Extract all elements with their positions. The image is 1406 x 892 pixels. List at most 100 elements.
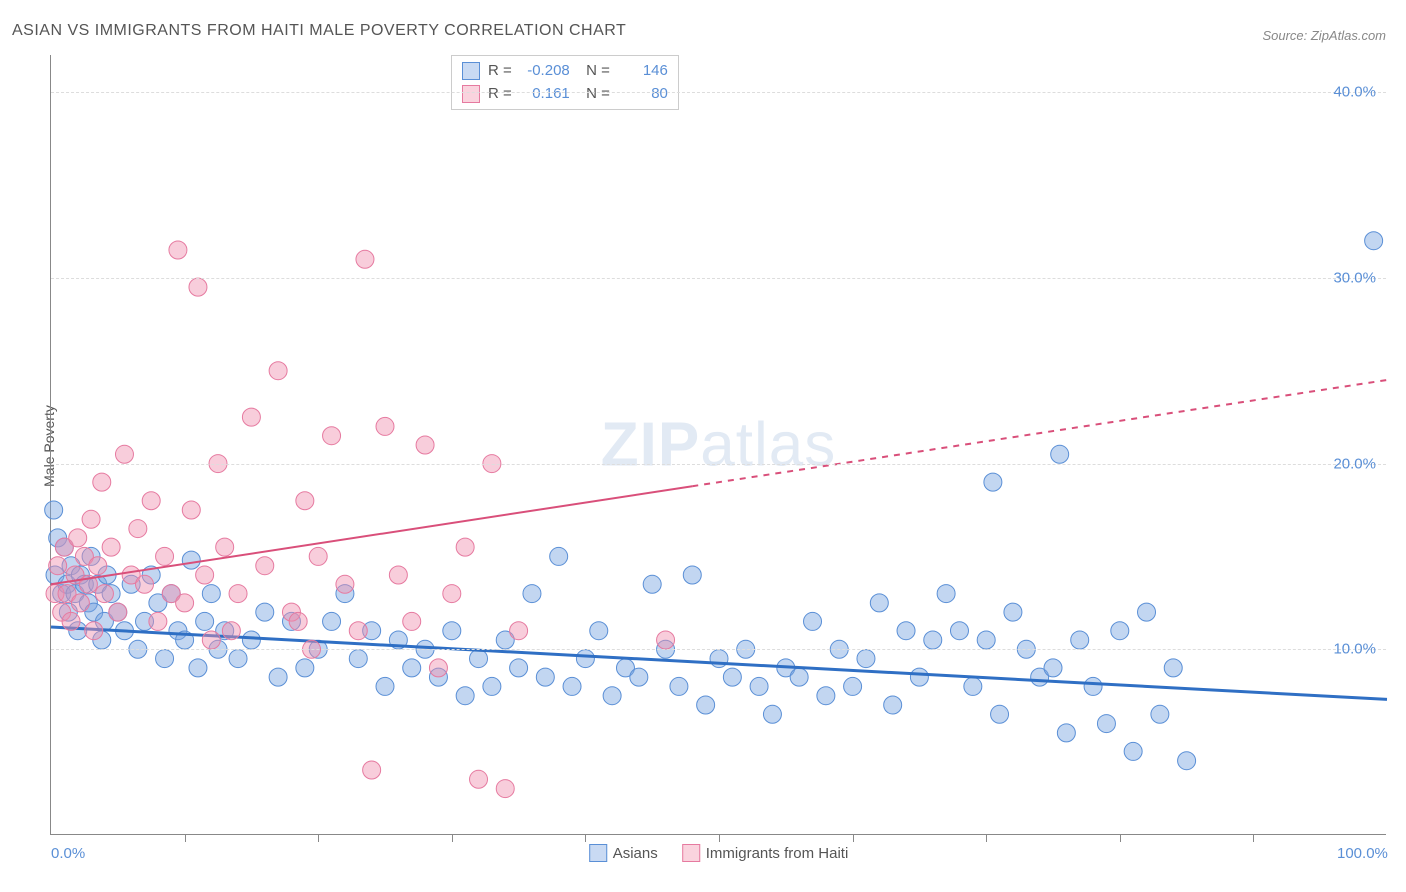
data-point xyxy=(536,668,554,686)
data-point xyxy=(443,585,461,603)
data-point xyxy=(550,547,568,565)
data-point xyxy=(790,668,808,686)
data-point xyxy=(82,510,100,528)
x-minor-tick xyxy=(318,834,319,842)
data-point xyxy=(403,659,421,677)
data-point xyxy=(376,677,394,695)
data-point xyxy=(1057,724,1075,742)
data-point xyxy=(657,631,675,649)
trend-line xyxy=(51,627,1387,699)
data-point xyxy=(1044,659,1062,677)
data-point xyxy=(763,705,781,723)
data-point xyxy=(182,551,200,569)
data-point xyxy=(643,575,661,593)
data-point xyxy=(1051,445,1069,463)
y-tick-label: 30.0% xyxy=(1333,269,1376,286)
data-point xyxy=(256,557,274,575)
data-point xyxy=(1151,705,1169,723)
legend-item-haiti: Immigrants from Haiti xyxy=(682,844,849,862)
data-point xyxy=(269,362,287,380)
data-point xyxy=(844,677,862,695)
data-point xyxy=(1097,715,1115,733)
data-point xyxy=(242,631,260,649)
data-point xyxy=(1111,622,1129,640)
data-point xyxy=(470,770,488,788)
y-tick-label: 40.0% xyxy=(1333,84,1376,101)
data-point xyxy=(229,650,247,668)
x-tick-label: 0.0% xyxy=(51,845,85,862)
data-point xyxy=(85,622,103,640)
data-point xyxy=(857,650,875,668)
x-minor-tick xyxy=(1120,834,1121,842)
data-point xyxy=(129,520,147,538)
data-point xyxy=(349,650,367,668)
data-point xyxy=(149,612,167,630)
legend-swatch-blue-icon xyxy=(589,844,607,862)
scatter-svg xyxy=(51,55,1386,834)
data-point xyxy=(937,585,955,603)
data-point xyxy=(1164,659,1182,677)
data-point xyxy=(169,241,187,259)
legend-label-asians: Asians xyxy=(613,845,658,862)
data-point xyxy=(443,622,461,640)
data-point xyxy=(323,612,341,630)
data-point xyxy=(45,501,63,519)
data-point xyxy=(590,622,608,640)
data-point xyxy=(95,585,113,603)
data-point xyxy=(1138,603,1156,621)
data-point xyxy=(202,631,220,649)
data-point xyxy=(216,538,234,556)
data-point xyxy=(723,668,741,686)
grid-line xyxy=(51,278,1386,279)
y-tick-label: 10.0% xyxy=(1333,641,1376,658)
source-label: Source: ZipAtlas.com xyxy=(1262,28,1386,43)
x-minor-tick xyxy=(1253,834,1254,842)
x-minor-tick xyxy=(585,834,586,842)
x-minor-tick xyxy=(452,834,453,842)
data-point xyxy=(991,705,1009,723)
data-point xyxy=(1084,677,1102,695)
legend-item-asians: Asians xyxy=(589,844,658,862)
data-point xyxy=(49,557,67,575)
legend-swatch-pink-icon xyxy=(682,844,700,862)
data-point xyxy=(196,566,214,584)
chart-title: ASIAN VS IMMIGRANTS FROM HAITI MALE POVE… xyxy=(12,22,626,40)
grid-line xyxy=(51,92,1386,93)
data-point xyxy=(670,677,688,695)
grid-line xyxy=(51,464,1386,465)
data-point xyxy=(1178,752,1196,770)
data-point xyxy=(229,585,247,603)
data-point xyxy=(870,594,888,612)
x-minor-tick xyxy=(185,834,186,842)
data-point xyxy=(189,278,207,296)
data-point xyxy=(924,631,942,649)
data-point xyxy=(71,594,89,612)
data-point xyxy=(189,659,207,677)
data-point xyxy=(182,501,200,519)
data-point xyxy=(456,538,474,556)
data-point xyxy=(576,650,594,668)
data-point xyxy=(630,668,648,686)
data-point xyxy=(1365,232,1383,250)
data-point xyxy=(496,780,514,798)
data-point xyxy=(603,687,621,705)
data-point xyxy=(109,603,127,621)
data-point xyxy=(984,473,1002,491)
legend: Asians Immigrants from Haiti xyxy=(589,844,849,862)
data-point xyxy=(470,650,488,668)
data-point xyxy=(483,677,501,695)
data-point xyxy=(964,677,982,695)
data-point xyxy=(1124,742,1142,760)
data-point xyxy=(349,622,367,640)
data-point xyxy=(884,696,902,714)
x-minor-tick xyxy=(719,834,720,842)
y-tick-label: 20.0% xyxy=(1333,455,1376,472)
legend-label-haiti: Immigrants from Haiti xyxy=(706,845,849,862)
data-point xyxy=(403,612,421,630)
data-point xyxy=(804,612,822,630)
data-point xyxy=(336,575,354,593)
data-point xyxy=(156,547,174,565)
data-point xyxy=(136,575,154,593)
data-point xyxy=(196,612,214,630)
data-point xyxy=(750,677,768,695)
